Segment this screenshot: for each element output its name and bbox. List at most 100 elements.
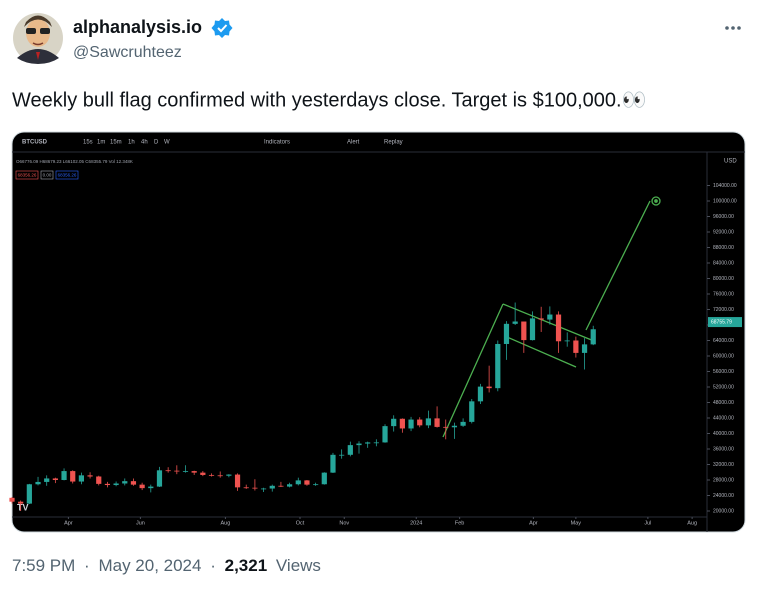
candle-body — [391, 418, 397, 427]
candle-body — [104, 483, 111, 486]
candle-body — [477, 386, 484, 402]
candle-body — [96, 476, 102, 484]
separator: · — [84, 556, 90, 575]
x-tick-label: Nov — [339, 520, 349, 526]
candle-body — [330, 454, 336, 473]
candle-body — [521, 321, 527, 341]
candle-body — [382, 426, 388, 443]
candle-body — [226, 474, 232, 476]
candle-body — [260, 488, 267, 490]
y-tick-label: 84000.00 — [713, 260, 734, 266]
candle-body — [200, 472, 206, 475]
candle-body — [252, 487, 258, 489]
candle-body — [295, 480, 301, 485]
candle-body — [35, 481, 41, 485]
ohlc-legend: O66776.09 H68679.23 L66102.05 C68355.79 … — [16, 159, 133, 164]
flag-annotation — [442, 196, 661, 438]
price-badge — [40, 170, 54, 180]
candle-body — [217, 475, 223, 477]
candle-body — [286, 484, 293, 487]
tweet-date[interactable]: May 20, 2024 — [98, 556, 201, 575]
currency: USD — [724, 159, 737, 165]
x-tick-label: Apr — [64, 520, 73, 526]
candle-body — [469, 401, 475, 422]
alert-button[interactable]: Alert — [347, 140, 360, 146]
y-tick-label: 96000.00 — [713, 214, 734, 220]
candle-body — [417, 419, 423, 426]
views-label: Views — [276, 556, 321, 575]
candle-body — [61, 471, 67, 480]
interval-button[interactable]: 15s — [83, 140, 93, 146]
y-tick-label: 80000.00 — [713, 276, 734, 282]
y-tick-label: 28000.00 — [713, 477, 734, 483]
candle-body — [443, 426, 449, 428]
y-tick-label: 72000.00 — [713, 307, 734, 313]
tweet-time[interactable]: 7:59 PM — [12, 556, 75, 575]
y-tick-label: 104000.00 — [713, 183, 737, 189]
candle-body — [321, 472, 327, 485]
y-tick-label: 88000.00 — [713, 245, 734, 251]
interval-button[interactable]: 1h — [128, 140, 135, 146]
candle-body — [590, 329, 596, 345]
candle-body — [365, 442, 371, 444]
tweet-meta: 7:59 PM · May 20, 2024 · 2,321 Views — [12, 556, 321, 575]
candle-body — [208, 474, 215, 476]
candle-body — [408, 419, 414, 429]
x-tick-label: Aug — [687, 520, 697, 526]
price-badge-label: 0.00 — [43, 173, 52, 178]
candle-body — [113, 483, 119, 486]
y-tick-label: 20000.00 — [713, 508, 734, 514]
author-name[interactable]: alphanalysis.io — [73, 17, 202, 37]
candle-body — [460, 421, 466, 426]
candle-body — [451, 425, 458, 428]
y-tick-label: 64000.00 — [713, 338, 734, 344]
candle-body — [529, 318, 536, 341]
chart-image[interactable]: USD BTCUSD Indicators Alert Replay O6677… — [9, 131, 746, 533]
interval-button[interactable]: W — [164, 140, 170, 146]
candle-body — [564, 340, 570, 342]
author-handle[interactable]: @Sawcruhteez — [73, 44, 182, 61]
x-tick-label: Jun — [136, 520, 145, 526]
replay-button[interactable]: Replay — [384, 140, 403, 146]
y-tick-label: 44000.00 — [713, 415, 734, 421]
interval-button[interactable]: D — [154, 140, 159, 146]
x-tick-label: Oct — [296, 520, 305, 526]
candle-body — [278, 485, 284, 487]
more-button[interactable] — [725, 26, 741, 30]
y-tick-label: 92000.00 — [713, 229, 734, 235]
interval-button[interactable]: 4h — [141, 140, 148, 146]
y-tick-label: 48000.00 — [713, 400, 734, 406]
candle-body — [581, 344, 588, 353]
candle-body — [234, 474, 241, 488]
candle-body — [486, 386, 492, 389]
avatar[interactable] — [13, 13, 63, 64]
x-tick-label: 2024 — [410, 520, 422, 526]
candle-body — [156, 470, 163, 487]
interval-button[interactable]: 15m — [110, 140, 122, 146]
x-tick-label: Apr — [529, 520, 538, 526]
y-tick-label: 60000.00 — [713, 353, 734, 359]
candle-body — [555, 314, 562, 342]
indicators-button[interactable]: Indicators — [264, 140, 290, 146]
candle-body — [573, 340, 579, 353]
last-price-box — [708, 317, 742, 328]
views-count: 2,321 — [225, 556, 268, 575]
candle-body — [399, 418, 405, 429]
candle-body — [512, 321, 518, 324]
price-badge-label: 68356.26 — [58, 173, 77, 178]
y-tick-label: 36000.00 — [713, 446, 734, 452]
candle-body — [70, 471, 76, 482]
interval-button[interactable]: 1m — [97, 140, 105, 146]
candle-body — [130, 481, 137, 485]
tv-logo: TV — [17, 502, 29, 512]
price-badge — [15, 170, 39, 180]
y-tick-label: 40000.00 — [713, 431, 734, 437]
candle-body — [148, 486, 154, 489]
candle-body — [26, 484, 32, 504]
last-price-label: 68755.79 — [711, 319, 732, 325]
separator: · — [210, 556, 216, 575]
candle-body — [139, 484, 145, 489]
symbol[interactable]: BTCUSD — [22, 140, 48, 146]
y-tick-label: 76000.00 — [713, 291, 734, 297]
